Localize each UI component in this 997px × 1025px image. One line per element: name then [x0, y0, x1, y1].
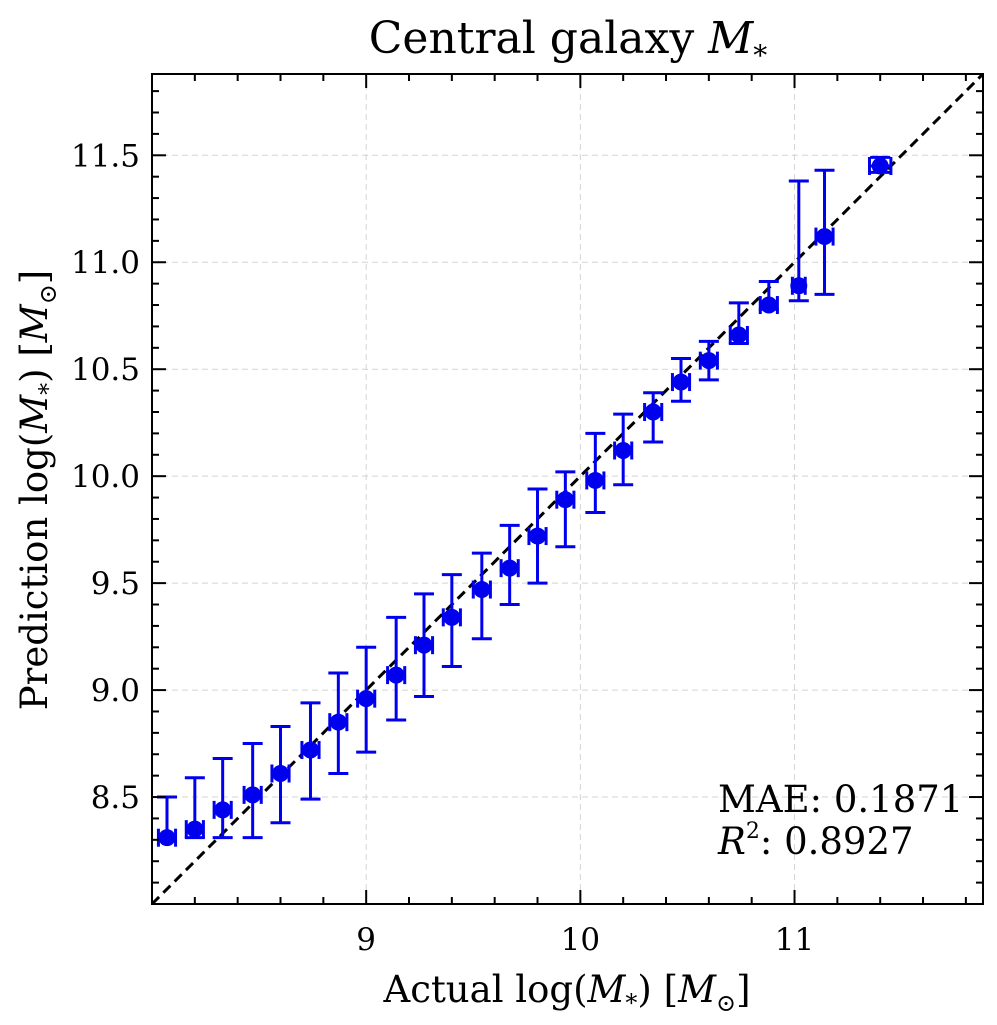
data-point	[760, 296, 778, 314]
data-point	[158, 829, 176, 847]
data-point	[790, 277, 808, 295]
data-point	[186, 820, 204, 838]
r2-annotation: R2: 0.8927	[717, 819, 914, 863]
data-point	[272, 765, 290, 783]
data-point	[700, 352, 718, 370]
x-tick-label: 9	[356, 922, 376, 958]
data-point	[730, 326, 748, 344]
x-axis-label: Actual log(M*) [M⊙]	[383, 968, 751, 1017]
points	[158, 157, 889, 847]
y-tick-label: 11.5	[71, 138, 140, 174]
chart-title: Central galaxy M*	[369, 13, 767, 72]
data-point	[529, 527, 547, 545]
data-point	[871, 157, 889, 175]
data-point	[816, 228, 834, 246]
y-tick-label: 8.5	[91, 780, 140, 816]
data-point	[473, 581, 491, 599]
plot-frame	[151, 73, 984, 905]
data-point	[387, 666, 405, 684]
y-tick-label: 9.0	[91, 673, 140, 709]
data-point	[586, 471, 604, 489]
data-point	[214, 801, 232, 819]
y-tick-label: 10.5	[71, 352, 140, 388]
data-point	[556, 491, 574, 509]
y-tick-label: 9.5	[91, 566, 140, 602]
data-point	[443, 608, 461, 626]
x-tick-label: 10	[561, 922, 600, 958]
data-point	[644, 403, 662, 421]
grid	[152, 74, 983, 904]
data-point	[415, 636, 433, 654]
x-tick-label: 11	[775, 922, 814, 958]
data-point	[614, 441, 632, 459]
data-point	[329, 713, 347, 731]
ticks: 9 10 11 8.5 9.0 9.5 10.0 10.5 11.0 11.5	[71, 74, 983, 958]
data-point	[357, 690, 375, 708]
data-point	[244, 786, 262, 804]
data-point	[501, 559, 519, 577]
mae-annotation: MAE: 0.1871	[718, 778, 963, 821]
errorbars	[156, 155, 893, 847]
data-point	[672, 373, 690, 391]
data-point	[301, 741, 319, 759]
y-tick-label: 11.0	[71, 245, 140, 281]
y-tick-label: 10.0	[71, 459, 140, 495]
y-axis-label: Prediction log(M*) [M⊙]	[13, 270, 62, 711]
